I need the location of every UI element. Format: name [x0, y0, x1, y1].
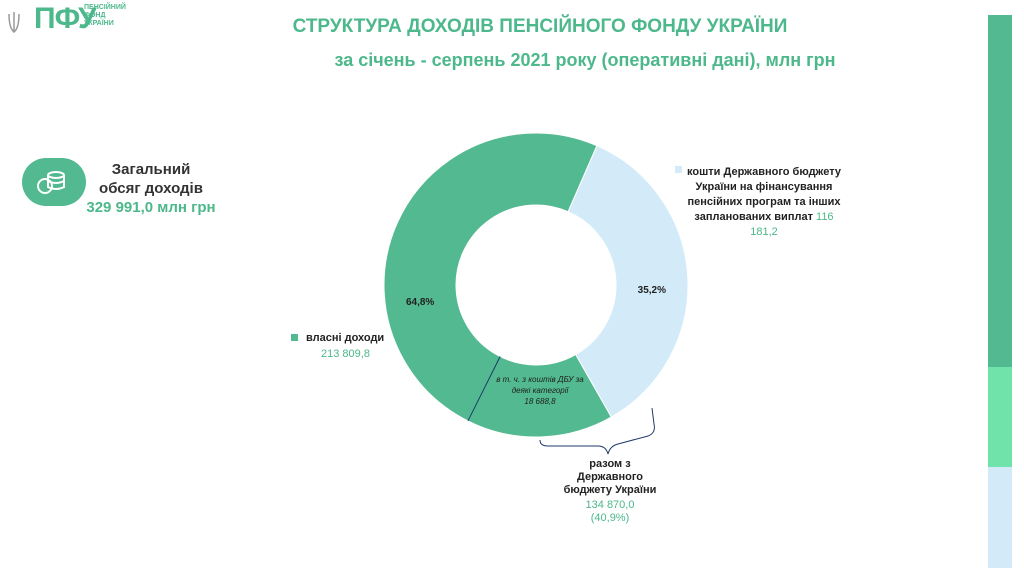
total-value: 329 991,0 млн грн [86, 199, 216, 216]
legend-swatch [291, 334, 298, 341]
logo-text: ПЕНСІЙНИЙ ФОНД УКРАЇНИ [84, 4, 126, 28]
total-title: обсяг доходів [99, 180, 203, 197]
annotation-amount: 18 688,8 [524, 397, 556, 406]
annotation: в т. ч. з коштів ДБУ за деякі категорії … [490, 374, 590, 407]
divider [467, 356, 501, 422]
logo-line: ПЕНСІЙНИЙ [84, 4, 126, 11]
annotation-text: разом з Державного бюджету України [563, 458, 657, 496]
legend-label-block: кошти Державного бюджету України на фіна… [684, 165, 844, 240]
logo-mark: ПФУ [34, 2, 97, 35]
legend-item: власні доходи 213 809,8 [291, 332, 384, 360]
subtitle: за січень - серпень 2021 року (оперативн… [334, 50, 836, 70]
legend-label: власні доходи [306, 332, 385, 344]
total: Загальний обсяг доходів 329 991,0 млн гр… [86, 160, 216, 217]
amount: 213 809,8 [321, 348, 370, 360]
logo-line: ФОНД [84, 12, 106, 19]
legend-swatch [675, 166, 682, 173]
coins-icon [37, 171, 65, 194]
value-label: 35,2% [638, 285, 666, 296]
side-bar [988, 15, 1012, 367]
legend-item [675, 166, 685, 174]
side-bar [988, 467, 1012, 568]
logo-line: УКРАЇНИ [84, 20, 114, 27]
annotation-text: в т. ч. з коштів ДБУ за деякі категорії [496, 375, 584, 395]
donut-slice [383, 132, 612, 438]
donut-slice [567, 145, 689, 418]
annotation-share: (40,9%) [590, 512, 630, 524]
brace [539, 407, 655, 455]
annotation-amount: 134 870,0 [585, 499, 635, 511]
side-bar [988, 367, 1012, 467]
amount: 116 181,2 [750, 211, 834, 238]
annotation: разом з Державного бюджету України 134 8… [555, 458, 665, 525]
trident [8, 12, 20, 33]
value-label: 64,8% [406, 297, 434, 308]
title: СТРУКТУРА ДОХОДІВ ПЕНСІЙНОГО ФОНДУ УКРАЇ… [292, 16, 788, 37]
legend-label: кошти Державного бюджету України на фіна… [687, 166, 841, 223]
total-title: Загальний [111, 161, 191, 178]
